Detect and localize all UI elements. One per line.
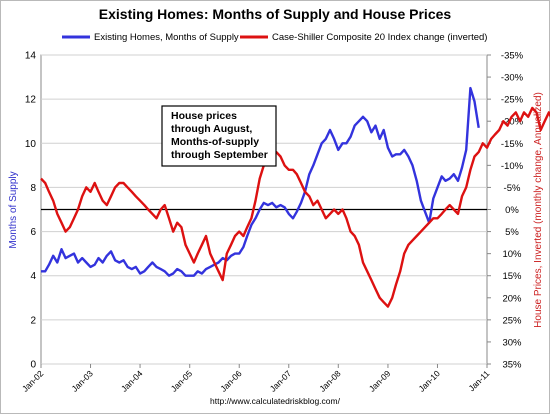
annotation-line-1: House prices: [171, 110, 237, 122]
x-tick-label: Jan-06: [218, 368, 244, 394]
legend-label-prices: Case-Shiller Composite 20 Index change (…: [272, 32, 487, 43]
y2-tick-label: -20%: [501, 117, 524, 128]
y2-tick-label: 5%: [505, 227, 519, 238]
x-tick-label: Jan-03: [69, 368, 95, 394]
source-link[interactable]: http://www.calculatedriskblog.com/: [210, 396, 341, 406]
y-axis-left-ticks: 0 2 4 6 8 10 12 14: [25, 51, 37, 371]
y-tick-label: 0: [30, 360, 36, 371]
y2-tick-label: 15%: [502, 271, 522, 282]
x-tick-label: Jan-04: [119, 368, 145, 394]
x-tick-label: Jan-11: [466, 368, 491, 393]
series-line-months-of-supply: [41, 86, 480, 277]
x-tick-label: Jan-05: [169, 368, 195, 394]
y-axis-right-label: House Prices, Inverted (monthly change, …: [533, 92, 544, 328]
y-tick-label: 4: [30, 271, 36, 282]
y2-tick-label: -35%: [501, 51, 524, 62]
y2-tick-label: 35%: [502, 360, 522, 371]
y-tick-label: 6: [30, 227, 36, 238]
y-tick-label: 12: [25, 95, 37, 106]
y-axis-right-ticks: -35% -30% -25% -20% -15% -10% -5% 0% 5% 10% 15% 20%…: [487, 51, 524, 371]
x-tick-label: Jan-02: [20, 368, 46, 394]
y-tick-label: 14: [25, 51, 37, 62]
series-layer: [40, 86, 550, 308]
annotation-line-4: through September: [171, 149, 268, 161]
y2-tick-label: -15%: [501, 139, 524, 150]
gridlines: [41, 54, 487, 365]
annotation-box: House prices through August, Months-of-s…: [161, 105, 277, 167]
legend: Existing Homes, Months of Supply Case-Sh…: [62, 32, 487, 43]
y2-tick-label: 10%: [502, 249, 522, 260]
x-tick-label: Jan-09: [367, 368, 393, 394]
y-axis-left-label: Months of Supply: [8, 171, 19, 248]
annotation-line-2: through August,: [171, 123, 252, 135]
x-tick-label: Jan-10: [416, 368, 442, 394]
chart-title: Existing Homes: Months of Supply and Hou…: [99, 6, 452, 22]
y2-tick-label: -30%: [501, 73, 524, 84]
x-tick-label: Jan-07: [268, 368, 294, 394]
y2-tick-label: 30%: [502, 337, 522, 348]
y2-tick-label: 20%: [502, 293, 522, 304]
y2-tick-label: -10%: [501, 161, 524, 172]
x-tick-label: Jan-08: [317, 368, 343, 394]
series-line-case-shiller: [40, 106, 550, 308]
y2-tick-label: -25%: [501, 95, 524, 106]
y-tick-label: 2: [30, 315, 36, 326]
x-axis-ticks: Jan-02 Jan-03 Jan-04 Jan-05 Jan-06 Jan-07 Jan-…: [20, 364, 492, 394]
y2-tick-label: -5%: [504, 183, 521, 194]
legend-label-supply: Existing Homes, Months of Supply: [94, 32, 239, 43]
y2-tick-label: 0%: [505, 205, 519, 216]
y-tick-label: 8: [30, 183, 36, 194]
annotation-line-3: Months-of-supply: [171, 136, 259, 148]
y-tick-label: 10: [25, 139, 37, 150]
y2-tick-label: 25%: [502, 315, 522, 326]
